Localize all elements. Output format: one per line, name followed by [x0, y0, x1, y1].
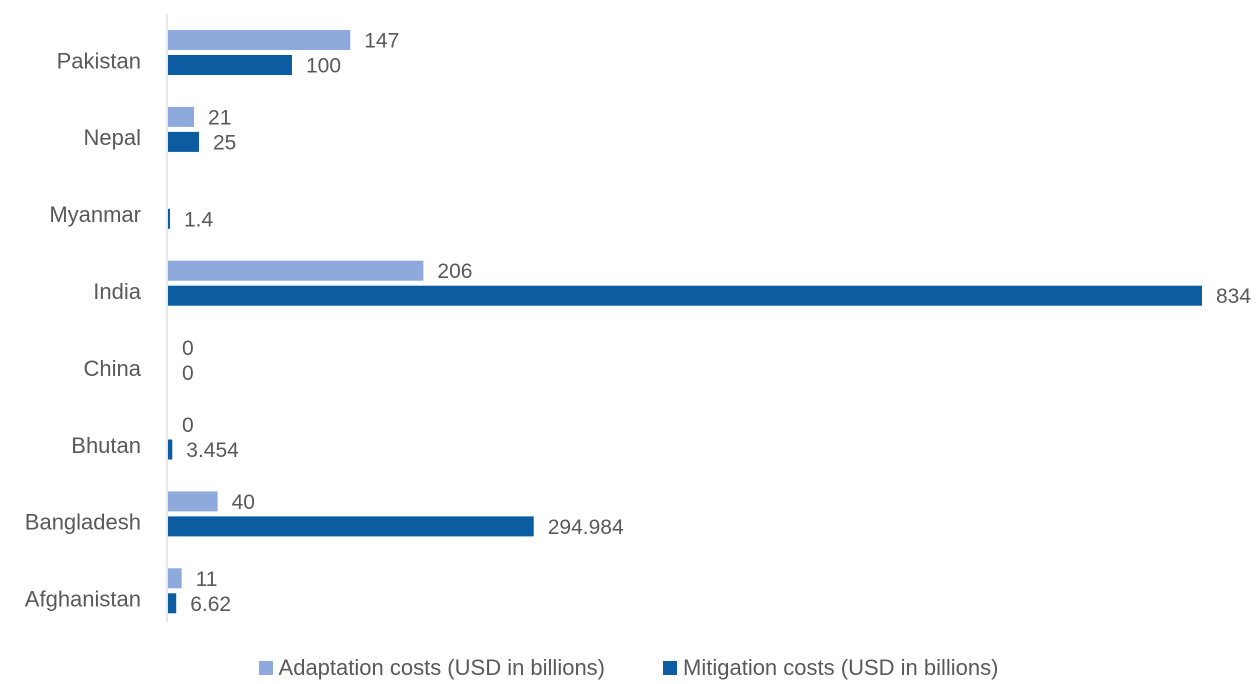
- data-label-adaptation-bhutan: 0: [182, 414, 194, 437]
- data-label-adaptation-nepal: 21: [208, 106, 231, 129]
- bar-adaptation-india: [168, 260, 424, 281]
- category-label-afghanistan: Afghanistan: [25, 587, 141, 612]
- legend-swatch-adaptation: [258, 661, 273, 675]
- bar-adaptation-afghanistan: [168, 568, 182, 589]
- category-label-bhutan: Bhutan: [71, 433, 141, 458]
- bar-mitigation-nepal: [168, 131, 199, 152]
- bar-mitigation-afghanistan: [168, 593, 177, 614]
- category-label-india: India: [93, 279, 141, 304]
- data-label-mitigation-pakistan: 100: [306, 55, 341, 78]
- legend: Adaptation costs (USD in billions) Mitiga…: [0, 652, 1257, 684]
- category-label-bangladesh: Bangladesh: [25, 510, 141, 535]
- data-label-adaptation-pakistan: 147: [364, 30, 399, 53]
- bar-mitigation-india: [168, 285, 1202, 306]
- bar-adaptation-bangladesh: [168, 491, 218, 512]
- legend-label-mitigation: Mitigation costs (USD in billions): [683, 655, 999, 680]
- data-label-mitigation-bangladesh: 294.984: [548, 516, 624, 539]
- legend-label-adaptation: Adaptation costs (USD in billions): [278, 655, 606, 680]
- data-label-mitigation-myanmar: 1.4: [184, 208, 214, 231]
- category-label-pakistan: Pakistan: [57, 48, 141, 73]
- bar-mitigation-pakistan: [168, 55, 292, 75]
- legend-item-adaptation: Adaptation costs (USD in billions): [258, 655, 606, 681]
- bar-mitigation-bhutan: [168, 439, 173, 460]
- data-label-mitigation-china: 0: [182, 362, 194, 385]
- data-label-mitigation-nepal: 25: [213, 131, 236, 154]
- data-label-mitigation-afghanistan: 6.62: [190, 593, 231, 616]
- category-label-nepal: Nepal: [84, 125, 141, 150]
- data-label-mitigation-india: 834: [1216, 285, 1251, 308]
- data-label-adaptation-bangladesh: 40: [232, 491, 255, 514]
- bar-mitigation-myanmar: [168, 208, 170, 229]
- legend-item-mitigation: Mitigation costs (USD in billions): [663, 655, 998, 681]
- bar-mitigation-bangladesh: [168, 516, 534, 537]
- bar-adaptation-pakistan: [168, 30, 351, 50]
- bar-adaptation-nepal: [168, 106, 195, 127]
- data-label-adaptation-china: 0: [182, 337, 194, 360]
- data-label-mitigation-bhutan: 3.454: [186, 439, 239, 462]
- data-label-adaptation-afghanistan: 11: [196, 568, 218, 591]
- data-label-adaptation-india: 206: [437, 260, 472, 283]
- legend-swatch-mitigation: [663, 661, 678, 675]
- category-label-china: China: [84, 356, 142, 381]
- category-label-myanmar: Myanmar: [49, 202, 141, 227]
